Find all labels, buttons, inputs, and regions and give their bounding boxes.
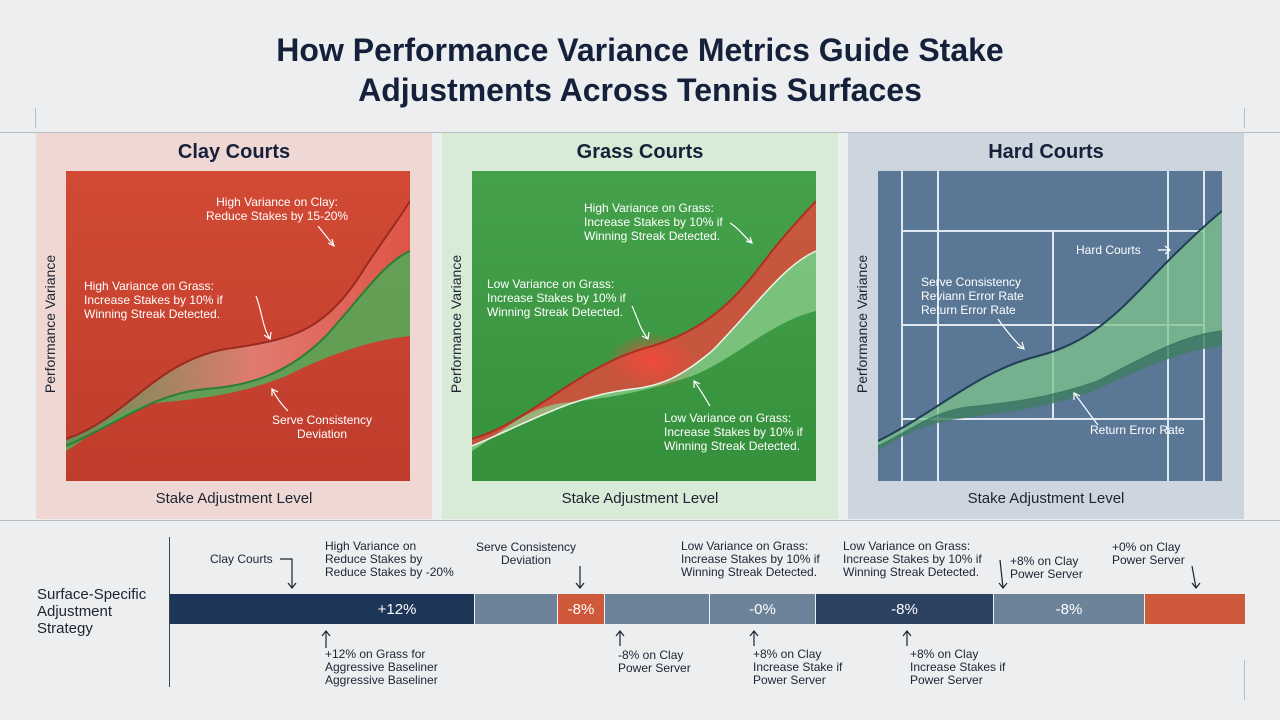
strategy-segment: -0%	[710, 594, 815, 624]
upper-series-line	[878, 210, 1222, 442]
strategy-segment: -8%	[994, 594, 1144, 624]
y-axis-label: Performance Variance	[854, 254, 870, 394]
lower-band	[66, 251, 410, 451]
grass-panel: Grass Courts Performance Variance High V…	[442, 133, 838, 519]
crop-mark	[0, 132, 1280, 133]
title-line-1: How Performance Variance Metrics Guide S…	[276, 32, 1004, 68]
annotation-arrow	[271, 388, 289, 412]
strategy-segment: -8%	[558, 594, 604, 624]
lower-band	[878, 331, 1222, 451]
annotation: Serve Consistency Deviation	[272, 413, 373, 441]
crop-mark	[1244, 108, 1245, 128]
x-axis-label: Stake Adjustment Level	[967, 490, 1125, 507]
annotation: Low Variance on Grass: Increase Stakes b…	[664, 411, 803, 453]
strip-annotation-below: -8% on Clay Power Server	[618, 648, 691, 675]
annotation-arrow	[255, 295, 272, 341]
annotation-arrow	[321, 630, 331, 648]
annotation: Hard Courts	[1076, 243, 1141, 257]
annotation-arrow	[749, 630, 759, 646]
panel-title: Grass Courts	[576, 141, 704, 163]
clay-chart	[66, 171, 410, 481]
strip-annotation-below: +12% on Grass for Aggressive Baseliner A…	[325, 647, 438, 687]
annotation-arrow	[1073, 392, 1099, 426]
lower-series-line	[472, 250, 816, 447]
grass-chart	[472, 171, 816, 481]
strategy-segment	[475, 594, 557, 624]
strip-annotation-above: Serve Consistency Deviation	[476, 540, 577, 567]
annotation-arrow	[729, 222, 753, 244]
strategy-segment	[1145, 594, 1245, 624]
hotspot	[607, 333, 697, 389]
clay-panel: Clay Courts Performance Variance High Va…	[36, 133, 432, 519]
title-line-2: Adjustments Across Tennis Surfaces	[358, 72, 922, 108]
crop-mark	[0, 520, 1280, 521]
strip-annotation-above: Clay Courts	[210, 552, 273, 566]
annotation-arrow	[631, 305, 650, 340]
hard-plot: Hard Courts Serve Consistency Reviann Er…	[878, 171, 1222, 481]
annotation: High Variance on Clay: Reduce Stakes by …	[206, 195, 349, 223]
grass-plot: High Variance on Grass: Increase Stakes …	[472, 171, 816, 481]
annotation-arrow	[693, 380, 711, 407]
hard-panel: Hard Courts Performance Variance Hard C	[848, 133, 1244, 519]
annotation-arrow	[615, 630, 625, 646]
strip-annotation-above: Low Variance on Grass: Increase Stakes b…	[843, 539, 982, 579]
segment-label: -8%	[567, 600, 595, 618]
annotation-arrow	[997, 318, 1025, 350]
upper-series-line	[66, 200, 410, 440]
strip-annotation-below: +8% on Clay Increase Stake if Power Serv…	[753, 647, 843, 687]
annotation-arrow	[998, 559, 1008, 589]
strip-annotation-above: High Variance on Reduce Stakes by Reduce…	[325, 539, 454, 579]
panel-title: Clay Courts	[177, 141, 291, 163]
segment-label: -8%	[1055, 600, 1083, 618]
annotation-arrow	[575, 566, 585, 589]
y-axis-label: Performance Variance	[42, 254, 58, 394]
segment-label: -8%	[891, 600, 918, 618]
strategy-segment	[605, 594, 709, 624]
strip-axis-line	[169, 537, 170, 687]
annotation-arrow	[902, 630, 912, 646]
crop-mark	[1244, 660, 1245, 700]
annotation-arrow	[317, 225, 335, 248]
annotation: Serve Consistency Reviann Error Rate Ret…	[921, 275, 1024, 317]
x-axis-label: Stake Adjustment Level	[561, 490, 719, 507]
annotation-arrow	[280, 558, 297, 589]
strip-annotation-above: +8% on Clay Power Server	[1010, 554, 1083, 581]
strategy-segment: +12%	[170, 594, 474, 624]
strategy-label: Surface-Specific Adjustment Strategy	[37, 586, 147, 637]
page-title: How Performance Variance Metrics Guide S…	[0, 30, 1280, 110]
annotation: High Variance on Grass: Increase Stakes …	[84, 279, 223, 321]
segment-label: +12%	[377, 600, 417, 618]
strip-annotation-above: +0% on Clay Power Server	[1112, 540, 1185, 567]
annotation: High Variance on Grass: Increase Stakes …	[584, 201, 723, 243]
annotation-arrow	[1158, 245, 1171, 255]
lower-series-line	[878, 330, 1222, 447]
segment-label: -0%	[749, 600, 776, 618]
clay-plot: High Variance on Clay: Reduce Stakes by …	[66, 171, 410, 481]
strip-annotation-below: +8% on Clay Increase Stakes if Power Ser…	[910, 647, 1006, 687]
panel-title: Hard Courts	[988, 141, 1104, 163]
upper-series-line	[472, 200, 816, 440]
crop-mark	[35, 108, 36, 128]
strategy-segment: -8%	[816, 594, 993, 624]
annotation: Low Variance on Grass: Increase Stakes b…	[487, 277, 626, 319]
lower-series-line	[66, 250, 410, 447]
x-axis-label: Stake Adjustment Level	[155, 490, 313, 507]
strip-annotation-above: Low Variance on Grass: Increase Stakes b…	[681, 539, 820, 579]
annotation: Return Error Rate	[1090, 423, 1185, 437]
y-axis-label: Performance Variance	[448, 254, 464, 394]
annotation-arrow	[1191, 565, 1201, 589]
hard-chart	[878, 171, 1222, 481]
